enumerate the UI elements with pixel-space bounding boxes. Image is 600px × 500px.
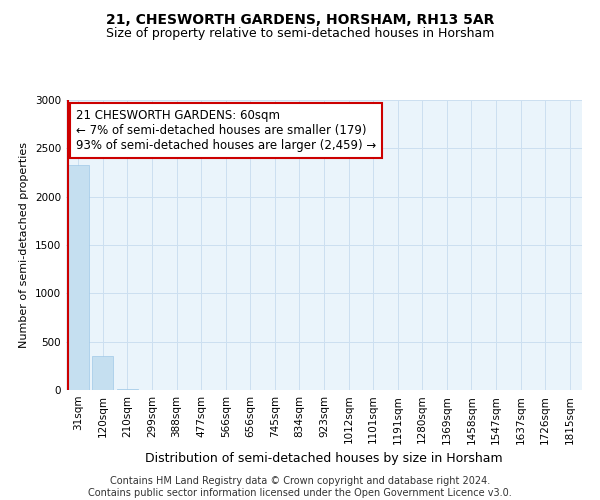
X-axis label: Distribution of semi-detached houses by size in Horsham: Distribution of semi-detached houses by …	[145, 452, 503, 465]
Bar	[117, 389, 138, 390]
Text: 21 CHESWORTH GARDENS: 60sqm
← 7% of semi-detached houses are smaller (179)
93% o: 21 CHESWORTH GARDENS: 60sqm ← 7% of semi…	[76, 108, 377, 152]
Bar	[68, 165, 89, 390]
Bar	[92, 356, 113, 390]
Text: 21, CHESWORTH GARDENS, HORSHAM, RH13 5AR: 21, CHESWORTH GARDENS, HORSHAM, RH13 5AR	[106, 12, 494, 26]
Text: Contains HM Land Registry data © Crown copyright and database right 2024.
Contai: Contains HM Land Registry data © Crown c…	[88, 476, 512, 498]
Y-axis label: Number of semi-detached properties: Number of semi-detached properties	[19, 142, 29, 348]
Text: Size of property relative to semi-detached houses in Horsham: Size of property relative to semi-detach…	[106, 28, 494, 40]
